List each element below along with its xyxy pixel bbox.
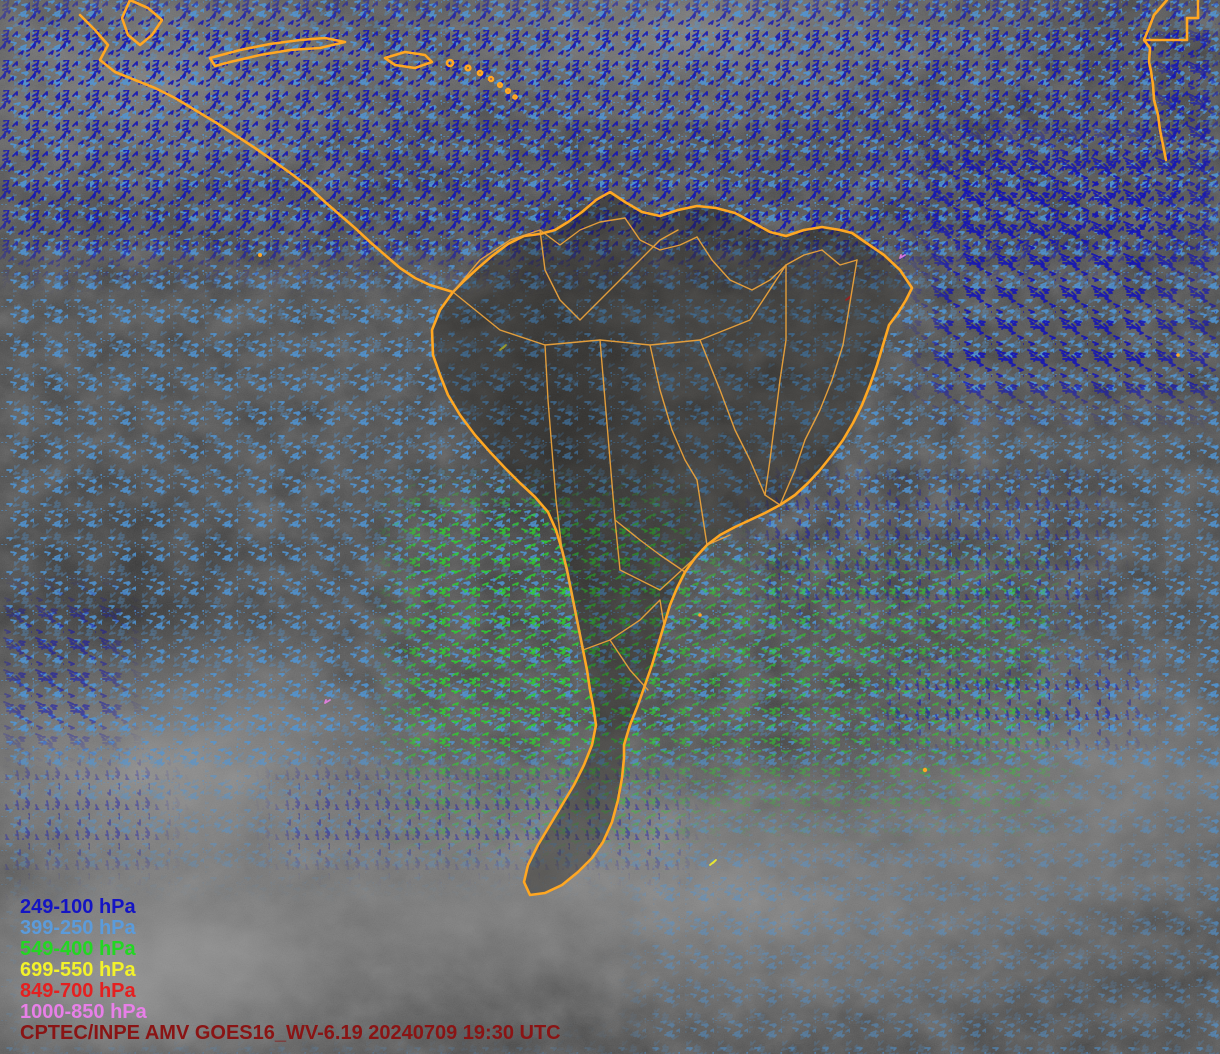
svg-text:399-250 hPa: 399-250 hPa xyxy=(20,917,137,939)
svg-text:699-550 hPa: 699-550 hPa xyxy=(20,959,137,981)
svg-text:549-400 hPa: 549-400 hPa xyxy=(20,938,137,960)
svg-text:1000-850 hPa: 1000-850 hPa xyxy=(20,1001,148,1023)
svg-text:849-700 hPa: 849-700 hPa xyxy=(20,980,137,1002)
svg-text:CPTEC/INPE AMV GOES16_WV-6.19: CPTEC/INPE AMV GOES16_WV-6.19 20240709 1… xyxy=(20,1022,561,1044)
svg-text:249-100 hPa: 249-100 hPa xyxy=(20,896,137,918)
